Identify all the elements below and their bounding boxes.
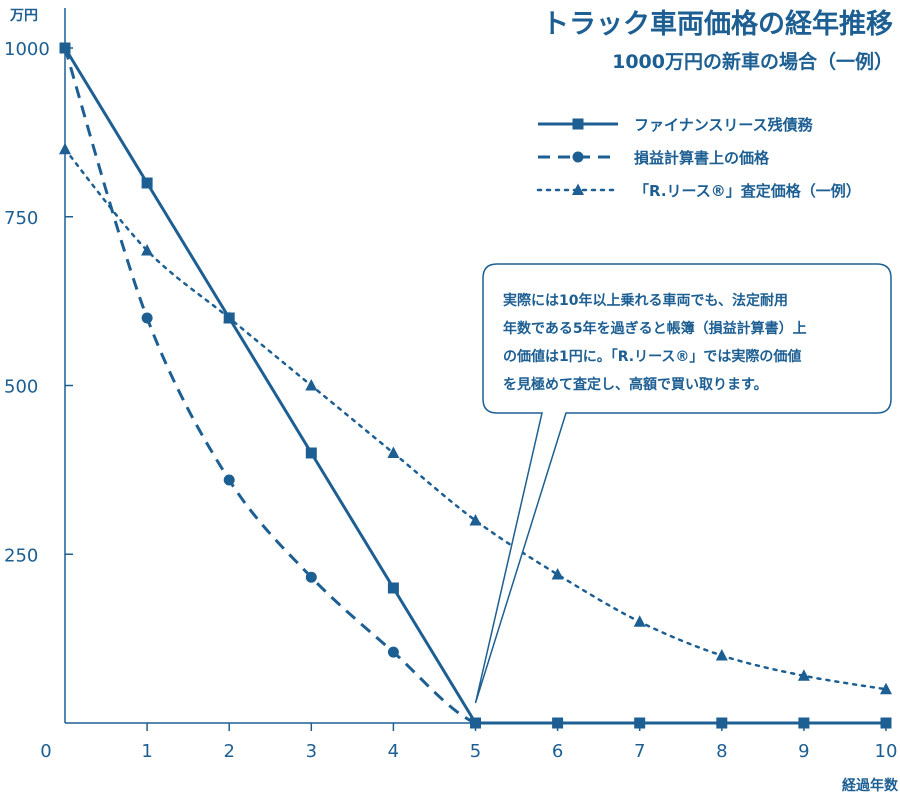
x-tick-label: 10 xyxy=(875,741,898,762)
data-point xyxy=(716,717,728,729)
x-tick-label: 7 xyxy=(634,741,645,762)
data-point xyxy=(305,379,318,391)
data-point xyxy=(634,717,646,729)
series-line xyxy=(63,148,888,691)
data-point xyxy=(387,446,400,458)
legend-item: 「R.リース®」査定価格（一例） xyxy=(536,182,861,200)
data-point xyxy=(715,649,728,661)
data-point xyxy=(305,447,317,459)
data-point xyxy=(59,42,71,54)
y-tick-label: 750 xyxy=(4,208,38,229)
legend-label: ファイナンスリース残債務 xyxy=(634,116,814,134)
x-tick-label: 9 xyxy=(798,741,809,762)
y-tick-label: 250 xyxy=(4,545,38,566)
annotation-line: 実際には10年以上乗れる車両でも、法定耐用 xyxy=(503,292,788,309)
legend-item: 損益計算書上の価格 xyxy=(538,149,770,167)
x-tick-label: 5 xyxy=(470,741,481,762)
data-point xyxy=(59,142,71,155)
y-ticks: 250 500 750 1000 xyxy=(4,39,73,566)
y-tick-label: 1000 xyxy=(4,39,50,60)
legend-label: 損益計算書上の価格 xyxy=(634,149,770,167)
data-point xyxy=(880,717,892,729)
data-point xyxy=(798,717,810,729)
data-point xyxy=(469,514,482,526)
data-point xyxy=(552,717,564,729)
legend-marker xyxy=(572,183,584,195)
chart-title: トラック車両価格の経年推移 xyxy=(542,8,893,40)
x-tick-label: 0 xyxy=(40,741,51,762)
data-point xyxy=(223,474,235,486)
data-point xyxy=(551,568,564,580)
data-point xyxy=(141,312,153,324)
data-point xyxy=(387,646,399,658)
legend-marker xyxy=(572,151,584,163)
data-point xyxy=(305,571,317,583)
x-tick-label: 6 xyxy=(552,741,563,762)
annotation-line: の価値は1円に。「R.リース®」では実際の価値 xyxy=(503,348,801,365)
data-point xyxy=(141,244,154,256)
annotation-callout: 実際には10年以上乗れる車両でも、法定耐用年数である5年を過ぎると帳簿（損益計算… xyxy=(474,263,892,704)
x-tick-label: 4 xyxy=(388,741,399,762)
series-group xyxy=(59,42,892,729)
annotation-line: を見極めて査定し、高額で買い取ります。 xyxy=(503,376,768,393)
data-point xyxy=(387,582,399,594)
data-point xyxy=(797,669,810,681)
y-axis-unit: 万円 xyxy=(9,8,38,24)
legend-item: ファイナンスリース残債務 xyxy=(538,116,814,134)
x-tick-label: 1 xyxy=(141,741,152,762)
x-axis-label: 経過年数 xyxy=(842,777,899,794)
data-point xyxy=(880,682,892,695)
chart-subtitle: 1000万円の新車の場合（一例） xyxy=(612,50,893,73)
series-triangle xyxy=(59,142,892,695)
y-tick-label: 500 xyxy=(4,377,38,398)
annotation-line: 年数である5年を過ぎると帳簿（損益計算書）上 xyxy=(503,320,807,337)
data-point xyxy=(141,177,153,189)
series-square xyxy=(59,42,892,729)
legend-label: 「R.リース®」査定価格（一例） xyxy=(634,182,861,200)
data-point xyxy=(633,615,646,627)
callout-bubble xyxy=(474,263,892,704)
x-ticks: 0 1 2 3 4 5 6 7 8 9 10 xyxy=(40,723,897,762)
x-tick-label: 3 xyxy=(306,741,317,762)
legend-marker xyxy=(572,118,584,130)
x-tick-label: 8 xyxy=(716,741,727,762)
x-tick-label: 2 xyxy=(223,741,234,762)
data-point xyxy=(223,312,235,324)
data-point xyxy=(470,717,481,729)
